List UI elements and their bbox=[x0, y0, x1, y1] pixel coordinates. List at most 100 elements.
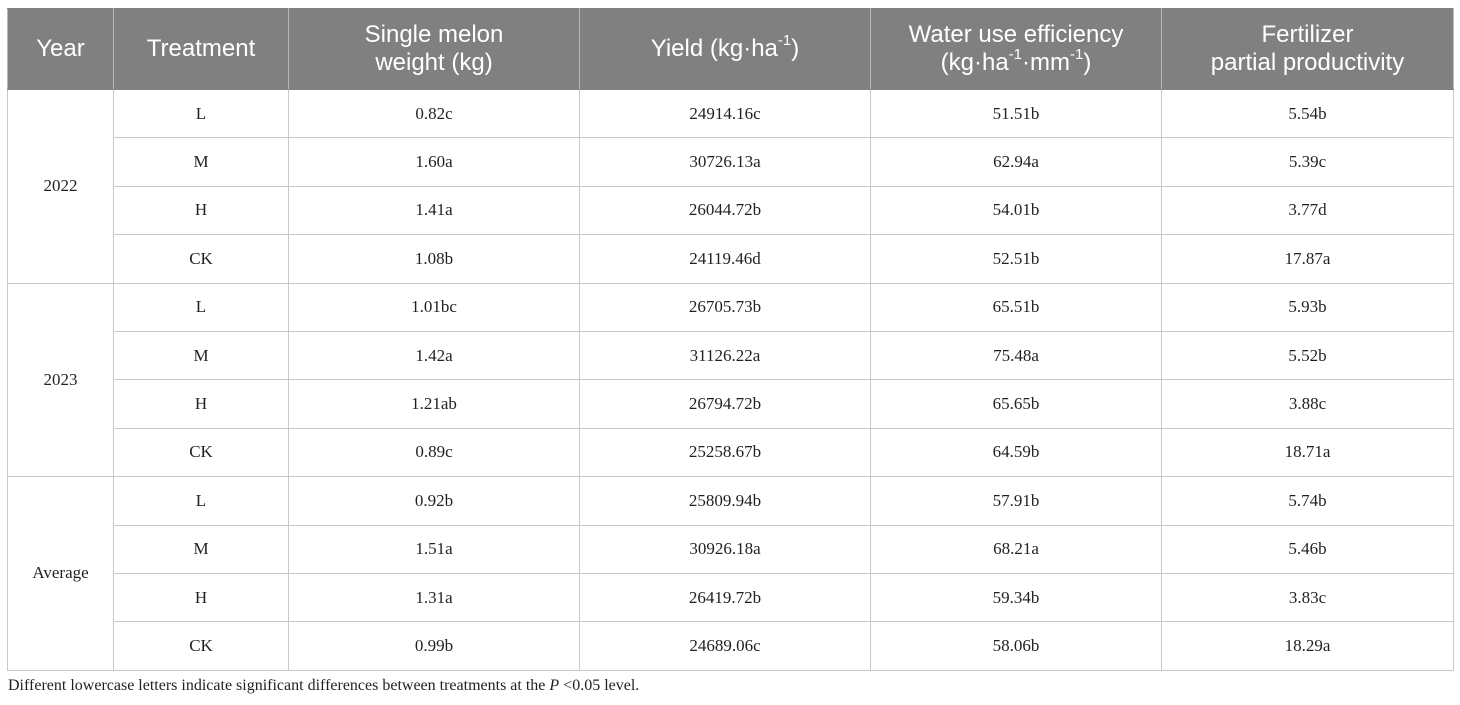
table-row: H 1.31a 26419.72b 59.34b 3.83c bbox=[8, 572, 1454, 623]
table-container: Year Treatment Single melon weight (kg) … bbox=[7, 8, 1454, 671]
table-row: M 1.60a 30726.13a 62.94a 5.39c bbox=[8, 137, 1454, 187]
table-header: Year Treatment Single melon weight (kg) … bbox=[7, 8, 1454, 90]
fpp-cell: 5.74b bbox=[1161, 476, 1454, 526]
wue-cell: 51.51b bbox=[870, 88, 1162, 139]
header-water-use-efficiency: Water use efficiency (kg·ha-1·mm-1) bbox=[870, 8, 1162, 90]
wue-cell: 52.51b bbox=[870, 234, 1162, 284]
yield-cell: 24914.16c bbox=[579, 88, 871, 139]
wue-cell: 57.91b bbox=[870, 476, 1162, 526]
treatment-cell: CK bbox=[113, 234, 289, 284]
table-row: 2023 L 1.01bc 26705.73b 65.51b 5.93b bbox=[7, 282, 1454, 478]
treatment-cell: H bbox=[113, 379, 289, 429]
weight-cell: 0.82c bbox=[288, 88, 580, 139]
footnote-threshold: <0.05 level. bbox=[559, 677, 640, 694]
table-row: CK 0.89c 25258.67b 64.59b 18.71a bbox=[8, 427, 1454, 478]
table-body: 2022 L 0.82c 24914.16c 51.51b 5.54b M 1.… bbox=[7, 88, 1454, 671]
treatment-cell: L bbox=[113, 476, 289, 526]
yield-cell: 25258.67b bbox=[579, 427, 871, 478]
wue-cell: 64.59b bbox=[870, 427, 1162, 478]
yield-cell: 25809.94b bbox=[579, 476, 871, 526]
treatment-cell: H bbox=[113, 572, 289, 623]
yield-cell: 26419.72b bbox=[579, 572, 871, 623]
header-wue-line1: Water use efficiency bbox=[908, 21, 1124, 48]
wue-cell: 62.94a bbox=[870, 137, 1162, 187]
fpp-cell: 18.71a bbox=[1161, 427, 1454, 478]
table-row: Average L 0.92b 25809.94b 57.91b 5.74b bbox=[7, 476, 1454, 671]
wue-cell: 59.34b bbox=[870, 572, 1162, 623]
header-weight-line2: weight (kg) bbox=[375, 49, 493, 76]
weight-cell: 1.51a bbox=[288, 524, 580, 574]
fpp-cell: 18.29a bbox=[1161, 621, 1454, 671]
wue-cell: 65.51b bbox=[870, 282, 1162, 332]
header-wue-unit-close: ) bbox=[1083, 49, 1092, 76]
fpp-cell: 5.93b bbox=[1161, 282, 1454, 332]
fpp-cell: 3.83c bbox=[1161, 572, 1454, 623]
table-footnote: Different lowercase letters indicate sig… bbox=[8, 677, 639, 695]
wue-cell: 54.01b bbox=[870, 185, 1162, 236]
treatment-cell: L bbox=[113, 282, 289, 332]
header-row: Year Treatment Single melon weight (kg) … bbox=[7, 8, 1454, 90]
weight-cell: 0.99b bbox=[288, 621, 580, 671]
fpp-cell: 5.52b bbox=[1161, 330, 1454, 381]
yield-cell: 26705.73b bbox=[579, 282, 871, 332]
yield-cell: 26794.72b bbox=[579, 379, 871, 429]
table-row: 2022 L 0.82c 24914.16c 51.51b 5.54b bbox=[7, 88, 1454, 284]
footnote-p-symbol: P bbox=[549, 677, 560, 694]
footnote-text: Different lowercase letters indicate sig… bbox=[8, 677, 550, 694]
fpp-cell: 3.77d bbox=[1161, 185, 1454, 236]
yield-cell: 30726.13a bbox=[579, 137, 871, 187]
header-treatment: Treatment bbox=[113, 8, 289, 90]
year-cell: Average bbox=[7, 476, 114, 671]
yield-cell: 30926.18a bbox=[579, 524, 871, 574]
wue-cell: 75.48a bbox=[870, 330, 1162, 381]
fpp-cell: 5.46b bbox=[1161, 524, 1454, 574]
header-fertilizer-partial-productivity: Fertilizer partial productivity bbox=[1161, 8, 1454, 90]
weight-cell: 1.08b bbox=[288, 234, 580, 284]
year-cell: 2023 bbox=[7, 282, 114, 478]
header-year-label: Year bbox=[36, 35, 85, 62]
table-row: H 1.41a 26044.72b 54.01b 3.77d bbox=[8, 185, 1454, 236]
yield-cell: 31126.22a bbox=[579, 330, 871, 381]
table-row: M 1.51a 30926.18a 68.21a 5.46b bbox=[8, 524, 1454, 574]
weight-cell: 0.92b bbox=[288, 476, 580, 526]
yield-cell: 24119.46d bbox=[579, 234, 871, 284]
treatment-cell: M bbox=[113, 524, 289, 574]
header-single-melon-weight: Single melon weight (kg) bbox=[288, 8, 580, 90]
weight-cell: 1.41a bbox=[288, 185, 580, 236]
header-wue-unit-mid: ·mm bbox=[1022, 49, 1070, 76]
fpp-cell: 3.88c bbox=[1161, 379, 1454, 429]
yield-cell: 24689.06c bbox=[579, 621, 871, 671]
weight-cell: 1.21ab bbox=[288, 379, 580, 429]
table-row: CK 0.99b 24689.06c 58.06b 18.29a bbox=[8, 621, 1454, 671]
treatment-cell: M bbox=[113, 137, 289, 187]
header-wue-sup1: -1 bbox=[1008, 46, 1023, 63]
weight-cell: 1.31a bbox=[288, 572, 580, 623]
table-row: M 1.42a 31126.22a 75.48a 5.52b bbox=[8, 330, 1454, 381]
weight-cell: 1.01bc bbox=[288, 282, 580, 332]
fpp-cell: 5.54b bbox=[1161, 88, 1454, 139]
wue-cell: 68.21a bbox=[870, 524, 1162, 574]
header-yield-close: ) bbox=[791, 35, 800, 62]
treatment-cell: L bbox=[113, 88, 289, 139]
fpp-cell: 5.39c bbox=[1161, 137, 1454, 187]
header-fpp-line1: Fertilizer bbox=[1261, 21, 1354, 48]
table-row: H 1.21ab 26794.72b 65.65b 3.88c bbox=[8, 379, 1454, 429]
table-row: CK 1.08b 24119.46d 52.51b 17.87a bbox=[8, 234, 1454, 284]
fpp-cell: 17.87a bbox=[1161, 234, 1454, 284]
header-year: Year bbox=[7, 8, 114, 90]
year-cell: 2022 bbox=[7, 89, 114, 284]
treatment-cell: CK bbox=[113, 621, 289, 671]
header-wue-sup2: -1 bbox=[1070, 46, 1084, 63]
wue-cell: 65.65b bbox=[870, 379, 1162, 429]
wue-cell: 58.06b bbox=[870, 621, 1162, 671]
header-yield-text: Yield (kg·ha bbox=[650, 35, 778, 62]
header-fpp-line2: partial productivity bbox=[1210, 49, 1405, 76]
yield-cell: 26044.72b bbox=[579, 185, 871, 236]
treatment-cell: CK bbox=[113, 427, 289, 478]
header-wue-unit-start: (kg·ha bbox=[940, 49, 1009, 76]
header-weight-line1: Single melon bbox=[364, 21, 504, 48]
weight-cell: 1.42a bbox=[288, 330, 580, 381]
header-treatment-label: Treatment bbox=[146, 35, 256, 62]
header-yield-sup: -1 bbox=[777, 32, 792, 49]
weight-cell: 0.89c bbox=[288, 427, 580, 478]
